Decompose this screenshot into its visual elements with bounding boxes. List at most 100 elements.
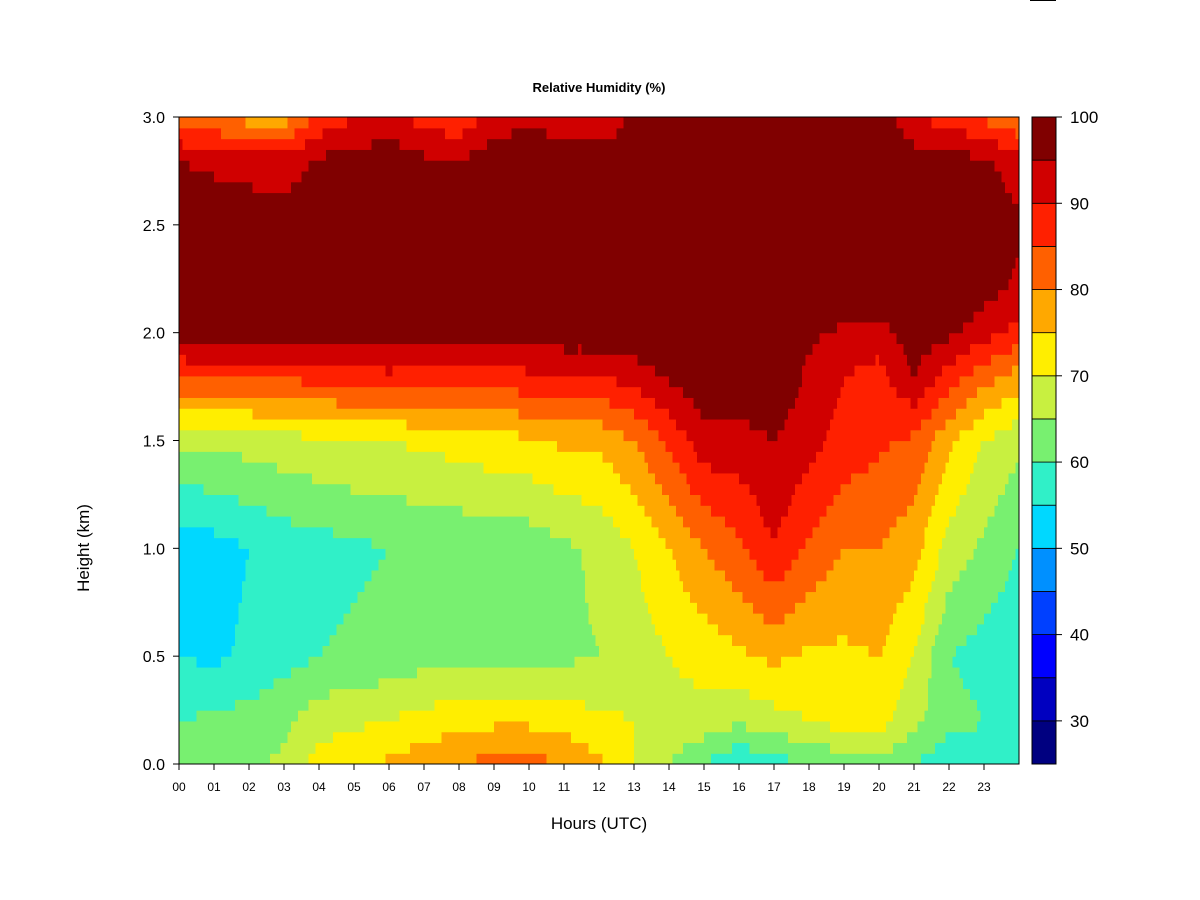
heatmap-cell bbox=[200, 418, 205, 431]
heatmap-cell bbox=[364, 753, 369, 764]
heatmap-cell bbox=[368, 214, 373, 226]
heatmap-cell bbox=[284, 591, 289, 603]
heatmap-cell bbox=[315, 117, 320, 129]
heatmap-cell bbox=[245, 160, 250, 172]
heatmap-cell bbox=[242, 720, 247, 733]
heatmap-cell bbox=[193, 548, 198, 560]
heatmap-cell bbox=[399, 289, 404, 301]
heatmap-cell bbox=[378, 214, 383, 226]
heatmap-cell bbox=[322, 127, 327, 140]
heatmap-cell bbox=[228, 203, 233, 215]
heatmap-cell bbox=[424, 408, 429, 420]
heatmap-cell bbox=[203, 170, 208, 183]
heatmap-cell bbox=[182, 580, 187, 593]
heatmap-cell bbox=[406, 192, 411, 204]
heatmap-cell bbox=[340, 720, 345, 733]
heatmap-cell bbox=[203, 354, 208, 366]
heatmap-cell bbox=[266, 677, 271, 690]
heatmap-cell bbox=[196, 289, 201, 301]
heatmap-cell bbox=[259, 160, 264, 172]
heatmap-cell bbox=[431, 591, 436, 603]
heatmap-cell bbox=[263, 170, 268, 183]
heatmap-cell bbox=[462, 666, 467, 679]
heatmap-cell bbox=[214, 246, 219, 258]
heatmap-cell bbox=[231, 526, 236, 539]
heatmap-cell bbox=[235, 494, 240, 506]
heatmap-cell bbox=[410, 515, 415, 528]
heatmap-cell bbox=[280, 569, 285, 582]
heatmap-cell bbox=[203, 666, 208, 679]
heatmap-cell bbox=[340, 505, 345, 517]
heatmap-cell bbox=[385, 462, 390, 474]
heatmap-cell bbox=[413, 623, 418, 636]
heatmap-cell bbox=[231, 742, 236, 754]
heatmap-cell bbox=[441, 375, 446, 388]
heatmap-cell bbox=[291, 451, 296, 463]
heatmap-cell bbox=[347, 580, 352, 593]
heatmap-cell bbox=[368, 192, 373, 204]
heatmap-cell bbox=[273, 138, 278, 150]
heatmap-cell bbox=[301, 246, 306, 258]
heatmap-cell bbox=[266, 451, 271, 463]
heatmap-cell bbox=[396, 170, 401, 183]
heatmap-cell bbox=[410, 731, 415, 744]
heatmap-cell bbox=[305, 656, 310, 668]
heatmap-cell bbox=[406, 526, 411, 539]
heatmap-cell bbox=[200, 278, 205, 291]
heatmap-cell bbox=[291, 634, 296, 646]
heatmap-cell bbox=[438, 710, 443, 722]
heatmap-cell bbox=[242, 569, 247, 582]
heatmap-cell bbox=[427, 127, 432, 140]
heatmap-cell bbox=[368, 483, 373, 496]
heatmap-cell bbox=[291, 591, 296, 603]
heatmap-cell bbox=[193, 192, 198, 204]
heatmap-cell bbox=[189, 623, 194, 636]
heatmap-cell bbox=[305, 666, 310, 679]
heatmap-cell bbox=[280, 203, 285, 215]
heatmap-cell bbox=[200, 602, 205, 614]
heatmap-cell bbox=[452, 397, 457, 409]
heatmap-cell bbox=[270, 656, 275, 668]
heatmap-cell bbox=[203, 386, 208, 398]
heatmap-cell bbox=[336, 645, 341, 657]
heatmap-cell bbox=[392, 591, 397, 603]
heatmap-cell bbox=[417, 149, 422, 161]
heatmap-cell bbox=[252, 138, 257, 150]
heatmap-cell bbox=[375, 117, 380, 129]
heatmap-cell bbox=[228, 462, 233, 474]
heatmap-cell bbox=[434, 365, 439, 377]
heatmap-cell bbox=[343, 515, 348, 528]
heatmap-cell bbox=[284, 332, 289, 345]
heatmap-cell bbox=[319, 267, 324, 280]
heatmap-cell bbox=[287, 559, 292, 571]
heatmap-cell bbox=[396, 451, 401, 463]
heatmap-cell bbox=[413, 267, 418, 280]
heatmap-cell bbox=[326, 559, 331, 571]
heatmap-cell bbox=[193, 375, 198, 388]
heatmap-cell bbox=[277, 710, 282, 722]
heatmap-cell bbox=[427, 526, 432, 539]
heatmap-cell bbox=[462, 300, 467, 312]
heatmap-cell bbox=[340, 462, 345, 474]
heatmap-cell bbox=[291, 526, 296, 539]
heatmap-cell bbox=[179, 170, 184, 183]
heatmap-cell bbox=[385, 537, 390, 549]
heatmap-cell bbox=[385, 246, 390, 258]
heatmap-cell bbox=[417, 192, 422, 204]
heatmap-cell bbox=[270, 397, 275, 409]
heatmap-cell bbox=[403, 710, 408, 722]
heatmap-cell bbox=[305, 537, 310, 549]
heatmap-cell bbox=[308, 181, 313, 194]
heatmap-cell bbox=[280, 311, 285, 323]
heatmap-cell bbox=[336, 214, 341, 226]
heatmap-cell bbox=[256, 278, 261, 291]
heatmap-cell bbox=[266, 203, 271, 215]
heatmap-cell bbox=[242, 170, 247, 183]
heatmap-cell bbox=[326, 515, 331, 528]
heatmap-cell bbox=[364, 451, 369, 463]
heatmap-cell bbox=[357, 677, 362, 690]
heatmap-cell bbox=[196, 321, 201, 334]
heatmap-cell bbox=[305, 462, 310, 474]
heatmap-cell bbox=[364, 235, 369, 247]
heatmap-cell bbox=[350, 440, 355, 452]
